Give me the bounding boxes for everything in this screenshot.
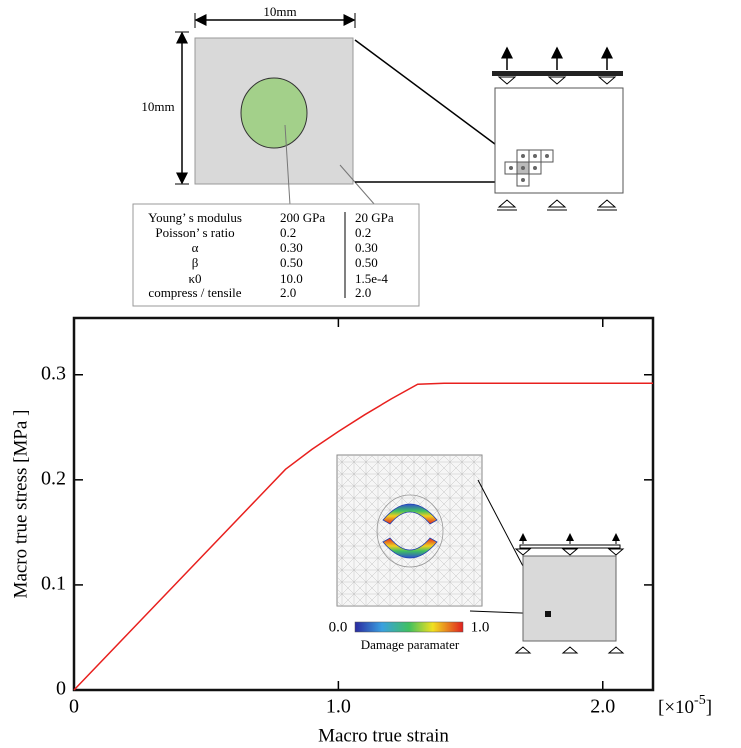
table-body: Young’ s modulus 200 GPa 20 GPa Poisson’ s … — [148, 210, 394, 300]
damage-zone — [382, 503, 438, 525]
leader — [284, 124, 291, 206]
y-tick-label: 0.1 — [41, 573, 66, 595]
supports — [497, 76, 617, 211]
inclusion — [240, 77, 308, 149]
table-value: 0.50 — [355, 255, 378, 270]
y-tick-label: 0.3 — [41, 362, 66, 384]
specimen-small — [522, 555, 617, 642]
x-scale-part: [×10 — [658, 697, 694, 718]
mesh-lines — [337, 455, 482, 606]
inclusion-outline — [376, 494, 444, 568]
point-marker — [545, 611, 551, 617]
damage-zone — [382, 537, 438, 559]
x-tick-label: 1.0 — [326, 696, 351, 718]
load-arrows — [519, 533, 620, 544]
dim-label: 10mm — [141, 99, 174, 114]
table-value: 0.2 — [280, 225, 296, 240]
table-label: Young’ s modulus — [148, 210, 242, 225]
x-scale-part: ] — [706, 697, 712, 718]
table-value: 2.0 — [355, 285, 371, 300]
loading-bar — [519, 544, 621, 549]
table-value: 1.5e-4 — [355, 271, 388, 286]
supports — [514, 548, 625, 654]
table-value: 200 GPa — [280, 210, 325, 225]
y-tick-label: 0 — [56, 678, 66, 700]
table-value: 0.30 — [355, 240, 378, 255]
plot: 0 0.1 0.2 0.3 0 1.0 2.0 Macro true strain Macro … — [10, 316, 712, 746]
table-label: κ0 — [188, 271, 201, 286]
property-table — [132, 203, 420, 307]
table-label: β — [192, 255, 199, 270]
loading-bar — [492, 71, 623, 76]
table-value: 0.2 — [355, 225, 371, 240]
gauss-points — [509, 154, 549, 182]
table-value: 10.0 — [280, 271, 303, 286]
y-tick-label: 0.2 — [41, 467, 66, 489]
colorbar-label: Damage paramater — [361, 637, 460, 652]
colorbar-min: 0.0 — [329, 619, 348, 635]
y-axis-label: Macro true stress [MPa ] — [10, 410, 31, 599]
table-label: Poisson’ s ratio — [155, 225, 234, 240]
mesh-cells — [504, 149, 554, 187]
data-line — [73, 382, 653, 691]
x-scale-label: [×10-5] — [658, 693, 712, 718]
damage-inset: 0.0 1.0 Damage paramater — [329, 454, 625, 654]
zoom-line — [354, 39, 508, 154]
specimen-diagram: 10mm 10mm Young’ s modulus 200 GPa 20 GPa P… — [132, 4, 624, 307]
colorbar-max: 1.0 — [471, 619, 490, 635]
table-value: 0.50 — [280, 255, 303, 270]
leader — [339, 164, 376, 206]
x-axis-label: Macro true strain — [318, 725, 449, 746]
plot-frame — [72, 316, 655, 692]
table-label: compress / tensile — [148, 285, 241, 300]
load-arrows — [501, 46, 613, 70]
x-tick-label: 0 — [69, 696, 79, 718]
dim-label: 10mm — [263, 4, 296, 19]
table-value: 0.30 — [280, 240, 303, 255]
table-label: α — [192, 240, 199, 255]
x-tick-label: 2.0 — [590, 696, 615, 718]
table-value: 20 GPa — [355, 210, 394, 225]
x-scale-part: -5 — [694, 693, 706, 708]
table-value: 2.0 — [280, 285, 296, 300]
colorbar — [354, 621, 464, 633]
unit-cell — [494, 87, 624, 194]
